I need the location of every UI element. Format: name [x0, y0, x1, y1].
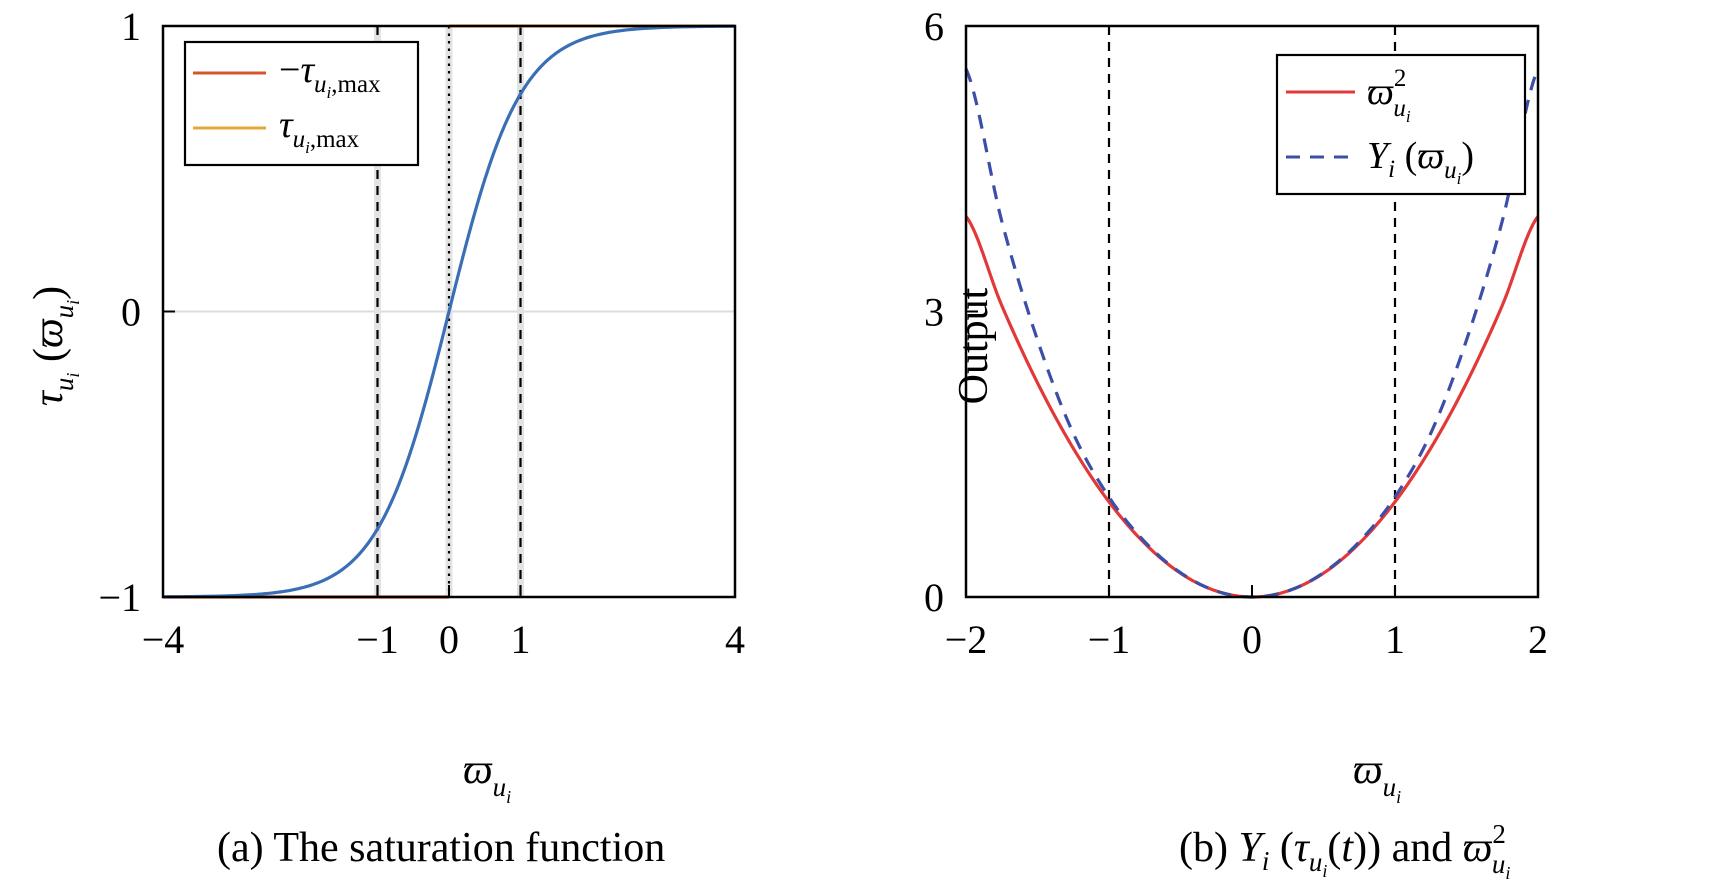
panel-a-x-tick-label: −4 [142, 617, 185, 662]
panel-b-x-axis-title: ϖui [1353, 747, 1401, 807]
panel-a-y-tick-label: −1 [98, 575, 141, 620]
panel-b-y-axis-title: Output [951, 287, 997, 404]
panel-a-x-tick-label: −1 [356, 617, 399, 662]
panel-a-x-axis-title: ϖui [463, 747, 511, 807]
panel-a-y-tick-label: 0 [121, 290, 141, 335]
panel-a-y-axis-title: τui (ϖui) [26, 286, 83, 406]
panel-b-legend: ϖ2 ui Yi (ϖui) [1275, 53, 1527, 196]
panel-a-x-tick-label: 4 [725, 617, 745, 662]
panel-b-y-tick-label: 6 [924, 4, 944, 49]
panel-a-legend: −τui,max τui,max [183, 40, 420, 167]
panel-b-x-tick-label: −2 [945, 617, 988, 662]
panel-b-ticks: −2 −1 0 1 2 0 3 6 [924, 4, 1548, 662]
panel-b-legend-box [1275, 53, 1527, 196]
panel-b-x-tick-label: 1 [1385, 617, 1405, 662]
panel-a-saturation-plot: −4 −1 0 1 4−101 −τui,max τui,max ϖui τui (ϖu… [26, 4, 745, 871]
panel-a-ticks: −4 −1 0 1 4−101 [98, 4, 745, 662]
panel-b-series-0 [964, 215, 1540, 599]
panel-b-output-plot: −2 −1 0 1 2 0 3 6 ϖ2 ui Yi (ϖui) ϖui Output (b) … [924, 4, 1548, 883]
panel-b-y-tick-label: 3 [924, 290, 944, 335]
panel-a-legend-box [183, 40, 420, 167]
panel-a-series-2 [162, 24, 736, 599]
panel-b-caption: (b) Yi (τui(t)) and ϖ2 ui [1179, 819, 1510, 883]
panel-a-y-tick-label: 1 [121, 4, 141, 49]
panel-b-x-tick-label: 2 [1528, 617, 1548, 662]
panel-b-x-tick-label: 0 [1242, 617, 1262, 662]
panel-b-y-tick-label: 0 [924, 575, 944, 620]
panel-b-x-tick-label: −1 [1088, 617, 1131, 662]
panel-a-caption: (a) The saturation function [217, 825, 665, 871]
panel-a-x-tick-label: 1 [511, 617, 531, 662]
panel-a-x-tick-label: 0 [439, 617, 459, 662]
